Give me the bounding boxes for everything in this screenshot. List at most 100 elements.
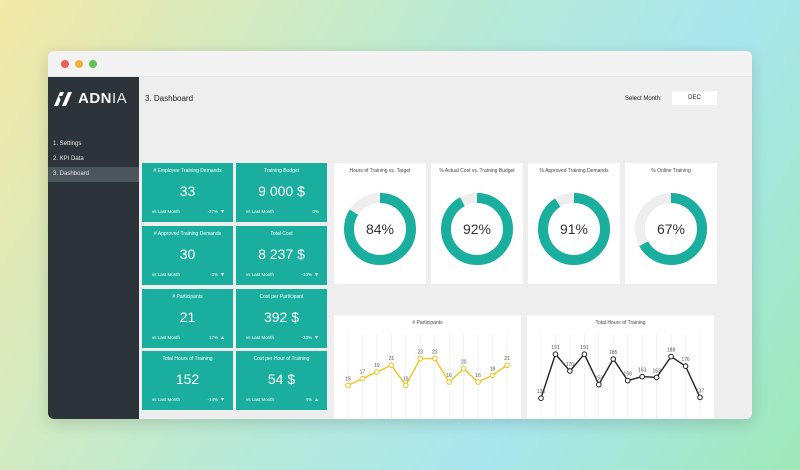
kpi-title: Total Cost — [270, 231, 293, 237]
data-label: 158 — [624, 372, 633, 378]
donut-card-actual-cost-vs-budget: % Actual Cost vs. Training Budget 92% — [431, 163, 523, 284]
data-label: 23 — [432, 350, 438, 356]
maximize-window-button[interactable] — [89, 60, 97, 68]
arrow-up-icon: ▲ — [220, 335, 225, 341]
sidebar-item-kpi-data[interactable]: 2. KPI Data — [53, 156, 84, 162]
title-bar — [48, 51, 752, 77]
hours-chart-card: Total Hours of Training 136 191 170 191 153 1… — [527, 315, 714, 419]
main-content: 3. Dashboard Select Month: DEC # Employe… — [139, 77, 752, 419]
kpi-comparison-label: vs Last Month — [152, 397, 181, 402]
arrow-down-icon: ▼ — [220, 209, 225, 215]
kpi-change-value: -14% — [207, 397, 219, 402]
data-label: 163 — [638, 368, 647, 374]
data-label: 185 — [609, 350, 618, 356]
kpi-value: 54 $ — [267, 371, 296, 387]
data-label: 15 — [345, 376, 351, 382]
data-point — [610, 356, 617, 362]
minimize-window-button[interactable] — [75, 60, 83, 68]
data-label: 21 — [504, 356, 510, 362]
data-point — [359, 375, 366, 382]
kpi-value: 8 237 $ — [258, 246, 305, 262]
kpi-title: Total Hours of Training — [162, 356, 213, 362]
data-point — [374, 369, 380, 375]
logo-icon — [54, 91, 72, 106]
donut-value-label: 84% — [366, 221, 394, 237]
donut-card-online-training: % Online Training 67% — [625, 163, 717, 284]
data-point — [460, 365, 467, 372]
donut-title: % Actual Cost vs. Training Budget — [439, 168, 515, 174]
kpi-value: 392 $ — [263, 309, 300, 325]
donut-value-label: 91% — [560, 221, 588, 237]
sidebar-item-settings[interactable]: 1. Settings — [53, 141, 82, 147]
close-window-button[interactable] — [61, 60, 69, 68]
data-label: 17 — [360, 370, 366, 376]
data-label: 162 — [652, 368, 661, 374]
data-label: 21 — [389, 356, 395, 362]
kpi-change: -14% ▼ — [208, 397, 225, 403]
donut-chart: 91% — [538, 193, 610, 265]
data-label: 176 — [681, 357, 690, 363]
data-label: 18 — [490, 366, 496, 372]
donut-title: % Approved Training Demands — [539, 168, 609, 174]
donut-arc — [635, 193, 707, 265]
kpi-tile-training-budget: Training Budget 9 000 $ vs Last Month 0% — [236, 163, 327, 222]
kpi-comparison-label: vs Last Month — [246, 272, 275, 277]
data-point — [567, 368, 573, 374]
data-point — [697, 394, 703, 401]
data-label: 19 — [374, 363, 380, 369]
page-title: 3. Dashboard — [145, 94, 194, 103]
data-label: 137 — [696, 388, 705, 394]
kpi-comparison-label: vs Last Month — [152, 209, 181, 214]
data-point — [504, 362, 510, 369]
kpi-change: -10% ▼ — [302, 272, 319, 278]
data-label: 20 — [461, 360, 467, 366]
data-point — [388, 362, 395, 369]
kpi-tile-approved-training-demands: # Approved Training Demands 30 vs Last Mon… — [142, 226, 233, 285]
data-point — [581, 351, 588, 358]
data-point — [682, 363, 689, 370]
kpi-value: 21 — [179, 309, 196, 325]
participants-chart-title: # Participants — [412, 320, 443, 326]
data-point — [431, 355, 438, 362]
data-point — [624, 377, 631, 384]
kpi-comparison-label: vs Last Month — [246, 397, 275, 402]
kpi-title: Training Budget — [263, 168, 300, 174]
donut-arc — [538, 193, 610, 265]
month-select[interactable]: DEC — [672, 91, 717, 105]
data-label: 191 — [580, 345, 589, 351]
donut-value-label: 67% — [657, 221, 685, 237]
kpi-tile-cost-per-participant: Cost per Participant 392 $ vs Last Month -2… — [236, 289, 327, 348]
kpi-tile-cost-per-hour-of-training: Cost per Hour of Training 54 $ vs Last Mon… — [236, 351, 327, 410]
data-label: 16 — [446, 373, 452, 379]
data-label: 188 — [667, 348, 676, 354]
month-select-label: Select Month: — [625, 96, 662, 102]
kpi-change: 0% — [312, 209, 319, 214]
arrow-down-icon: ▼ — [314, 335, 319, 341]
kpi-title: # Participants — [172, 294, 203, 300]
data-point — [403, 382, 409, 389]
data-point — [552, 351, 559, 358]
kpi-value: 152 — [175, 371, 200, 387]
sidebar-nav: 1. Settings 2. KPI Data 3. Dashboard — [48, 137, 139, 182]
participants-chart-card: # Participants 15 17 19 21 15 23 23 16 20 16 18 21 J… — [334, 315, 521, 419]
donut-title: % Online Training — [651, 168, 691, 174]
donut-value-label: 92% — [463, 221, 491, 237]
data-label: 136 — [537, 389, 546, 395]
donut-chart: 67% — [635, 193, 707, 265]
arrow-down-icon: ▼ — [220, 397, 225, 403]
data-point — [345, 382, 351, 389]
data-label: 191 — [551, 345, 560, 351]
kpi-title: Cost per Participant — [259, 294, 304, 300]
data-label: 15 — [403, 376, 409, 382]
sidebar-item-dashboard[interactable]: 3. Dashboard — [48, 167, 139, 182]
donut-chart: 84% — [344, 193, 416, 265]
data-point — [489, 372, 496, 379]
data-point — [639, 373, 645, 380]
kpi-change-value: -10% — [301, 272, 313, 277]
data-point — [417, 355, 424, 362]
kpi-title: # Employee Training Demands — [153, 168, 222, 174]
kpi-title: # Approved Training Demands — [153, 231, 222, 237]
kpi-comparison-label: vs Last Month — [246, 335, 275, 340]
